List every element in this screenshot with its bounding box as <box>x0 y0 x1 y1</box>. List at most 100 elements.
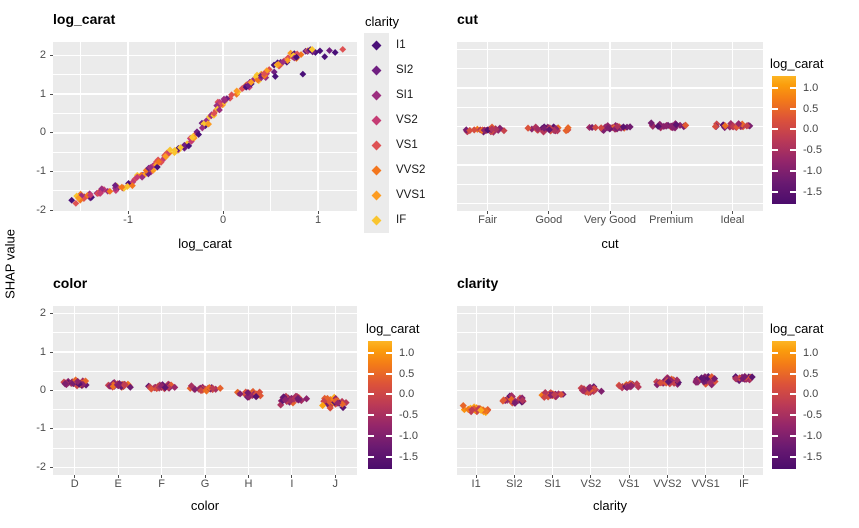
legend-tick-mark <box>386 455 392 458</box>
legend-tick-mark <box>772 435 778 438</box>
gridline-major <box>334 306 336 475</box>
gridline-major <box>666 306 668 475</box>
legend-tick-label: -1.0 <box>803 165 822 178</box>
panel-title-clarity: clarity <box>457 275 499 291</box>
x-tick-label: Ideal <box>720 214 745 226</box>
y-axis-tick <box>50 132 53 134</box>
x-axis-tick <box>127 211 129 214</box>
x-tick-label: H <box>244 478 253 490</box>
gridline-minor <box>53 113 357 114</box>
gridline-major <box>548 42 550 211</box>
legend-item-label: SI1 <box>396 89 414 101</box>
x-axis-tick <box>548 211 550 214</box>
x-tick-label: D <box>70 478 79 490</box>
panel-title-color: color <box>53 275 88 291</box>
legend-tick-mark <box>790 107 796 110</box>
gridline-major <box>291 306 293 475</box>
gridline-major <box>317 42 319 211</box>
legend-tick-label: 1.0 <box>399 346 415 359</box>
legend-tick-mark <box>772 372 778 375</box>
x-axis-tick <box>334 475 336 478</box>
legend-title-log-carat-clarity: log_carat <box>770 321 824 336</box>
x-axis-tick <box>705 475 707 478</box>
y-tick-label: -2 <box>36 460 46 473</box>
gridline-major <box>117 306 119 475</box>
legend-tick-label: 0.5 <box>803 102 819 115</box>
legend-tick-mark <box>772 107 778 110</box>
y-axis-tick <box>50 313 53 315</box>
x-tick-label: VS1 <box>618 478 640 490</box>
gridline-major <box>743 306 745 475</box>
legend-title-log-carat-color: log_carat <box>366 321 420 336</box>
gridline-major <box>222 42 224 211</box>
y-tick-label: 1 <box>39 87 46 100</box>
x-axis-tick <box>117 475 119 478</box>
legend-item-label: VVS1 <box>396 189 426 201</box>
x-axis-title-cut: cut <box>601 236 619 251</box>
legend-tick-mark <box>790 128 796 131</box>
x-tick-label: Very Good <box>584 214 636 226</box>
legend-tick-mark <box>386 351 392 354</box>
x-axis-title-clarity: clarity <box>593 498 627 513</box>
y-tick-label: 0 <box>39 126 46 139</box>
legend-tick-mark <box>772 393 778 396</box>
x-tick-label: IF <box>738 478 749 490</box>
legend-gradient-bar <box>368 341 392 469</box>
gridline-major <box>609 42 611 211</box>
x-tick-label: F <box>158 478 165 490</box>
legend-item-label: IF <box>396 214 407 226</box>
x-axis-tick <box>731 211 733 214</box>
legend-tick-mark <box>368 372 374 375</box>
legend-item-label: SI2 <box>396 64 414 76</box>
legend-item-label: VS1 <box>396 139 418 151</box>
y-axis-tick <box>50 428 53 430</box>
y-axis-tick <box>50 93 53 95</box>
legend-item-label: I1 <box>396 39 406 51</box>
gridline-major <box>160 306 163 475</box>
legend-tick-mark <box>386 435 392 438</box>
legend-tick-mark <box>790 435 796 438</box>
legend-tick-label: -1.5 <box>803 450 822 463</box>
x-axis-tick <box>317 211 319 214</box>
x-axis-tick <box>743 475 745 478</box>
gridline-major <box>457 428 763 430</box>
legend-tick-label: -0.5 <box>803 144 822 157</box>
x-axis-tick <box>670 211 672 214</box>
legend-tick-mark <box>386 372 392 375</box>
legend-tick-label: 0.0 <box>803 388 819 401</box>
legend-tick-mark <box>368 455 374 458</box>
legend-tick-mark <box>790 372 796 375</box>
x-axis-tick <box>609 211 611 214</box>
y-axis-tick <box>50 171 53 173</box>
y-axis-title: SHAP value <box>2 229 18 299</box>
x-axis-tick <box>291 475 293 478</box>
y-tick-label: 1 <box>39 345 46 358</box>
x-tick-label: -1 <box>123 214 133 226</box>
x-axis-tick <box>204 475 206 478</box>
x-axis-tick <box>628 475 630 478</box>
x-tick-label: SI1 <box>544 478 561 490</box>
legend-tick-label: -0.5 <box>803 409 822 422</box>
gridline-major <box>457 351 763 353</box>
x-tick-label: VS2 <box>580 478 602 490</box>
legend-tick-mark <box>368 351 374 354</box>
legend-item-label: VS2 <box>396 114 418 126</box>
legend-tick-mark <box>772 190 778 193</box>
x-axis-title-color: color <box>190 498 220 513</box>
y-axis-tick <box>50 390 53 391</box>
legend-tick-label: 0.0 <box>803 123 819 136</box>
x-tick-label: Premium <box>649 214 694 226</box>
legend-tick-mark <box>790 455 796 458</box>
legend-tick-mark <box>368 414 374 417</box>
x-tick-label: I1 <box>471 478 481 490</box>
legend-tick-label: 0.5 <box>399 367 415 380</box>
gridline-major <box>475 306 477 475</box>
x-axis-tick <box>222 211 224 214</box>
plot-panel-top_left <box>53 42 357 211</box>
x-axis-tick <box>247 475 249 478</box>
legend-tick-mark <box>790 393 796 396</box>
y-axis-tick <box>50 351 53 353</box>
legend-tick-mark <box>772 414 778 417</box>
gridline-minor <box>175 42 176 211</box>
gridline-minor <box>457 370 763 372</box>
